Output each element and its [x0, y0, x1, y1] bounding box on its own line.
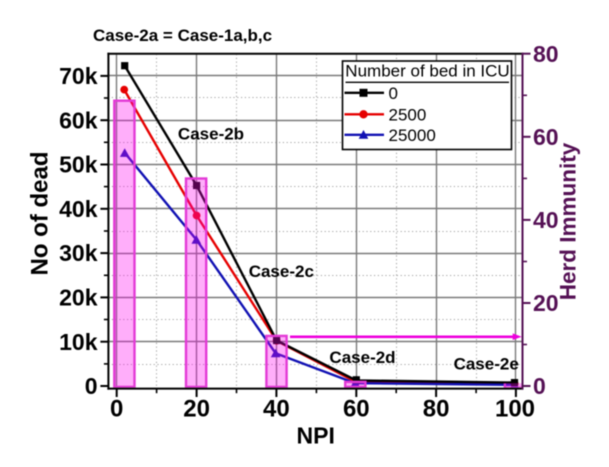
- svg-text:60: 60: [533, 124, 559, 150]
- svg-text:0: 0: [389, 84, 398, 103]
- svg-text:40: 40: [533, 207, 559, 233]
- svg-text:60k: 60k: [59, 107, 98, 133]
- svg-text:20: 20: [183, 396, 210, 423]
- svg-text:30k: 30k: [59, 240, 98, 266]
- svg-text:20: 20: [533, 290, 559, 316]
- svg-text:20k: 20k: [59, 285, 98, 311]
- svg-text:70k: 70k: [59, 63, 98, 89]
- svg-text:2500: 2500: [389, 105, 427, 124]
- svg-text:Herd Immunity: Herd Immunity: [556, 142, 581, 300]
- svg-text:Case-2a = Case-1a,b,c: Case-2a = Case-1a,b,c: [93, 26, 272, 45]
- svg-text:40k: 40k: [59, 196, 98, 222]
- svg-text:Case-2d: Case-2d: [329, 348, 395, 367]
- svg-text:No of dead: No of dead: [27, 152, 54, 276]
- svg-text:100: 100: [495, 396, 535, 423]
- svg-text:10k: 10k: [59, 329, 98, 355]
- svg-text:40: 40: [263, 396, 290, 423]
- svg-text:Case-2e: Case-2e: [454, 354, 519, 373]
- svg-text:0: 0: [85, 373, 98, 399]
- svg-text:NPI: NPI: [297, 423, 335, 449]
- svg-text:0: 0: [110, 396, 123, 423]
- svg-text:50k: 50k: [59, 152, 98, 178]
- svg-text:25000: 25000: [389, 126, 436, 145]
- svg-text:80: 80: [533, 41, 559, 67]
- svg-text:0: 0: [533, 373, 546, 399]
- svg-text:Case-2b: Case-2b: [178, 124, 244, 143]
- svg-text:60: 60: [343, 396, 370, 423]
- svg-text:Case-2c: Case-2c: [249, 262, 314, 281]
- svg-text:80: 80: [423, 396, 450, 423]
- svg-text:Number of bed in ICU: Number of bed in ICU: [345, 62, 509, 81]
